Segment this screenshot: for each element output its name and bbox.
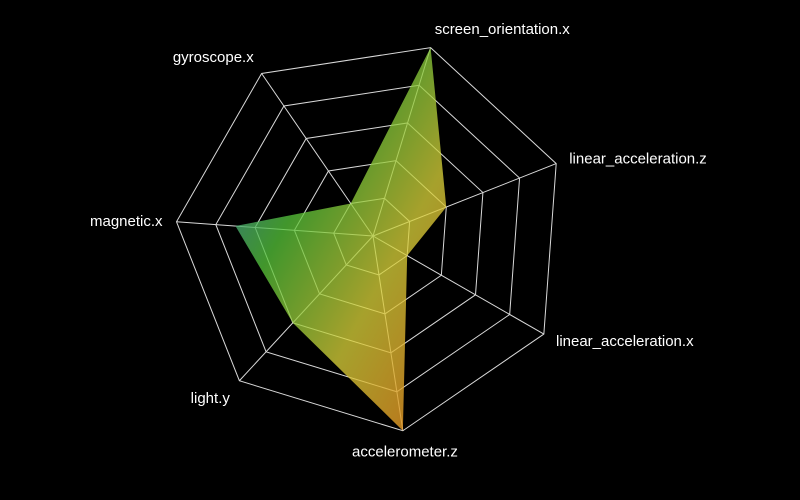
- axis-label-3: accelerometer.z: [352, 444, 458, 461]
- axis-labels: screen_orientation.x linear_acceleration.…: [90, 21, 707, 460]
- data-area: [235, 47, 447, 431]
- grid-ring: [175, 47, 557, 432]
- grid-ring: [215, 84, 521, 393]
- axis-label-2: linear_acceleration.x: [556, 333, 694, 350]
- axis-label-0: screen_orientation.x: [435, 21, 571, 38]
- axis-label-5: magnetic.x: [90, 213, 163, 230]
- data-area-group: [235, 47, 447, 431]
- axis-label-6: gyroscope.x: [173, 49, 254, 66]
- axis-label-1: linear_acceleration.z: [569, 150, 707, 167]
- axis-label-4: light.y: [191, 390, 231, 407]
